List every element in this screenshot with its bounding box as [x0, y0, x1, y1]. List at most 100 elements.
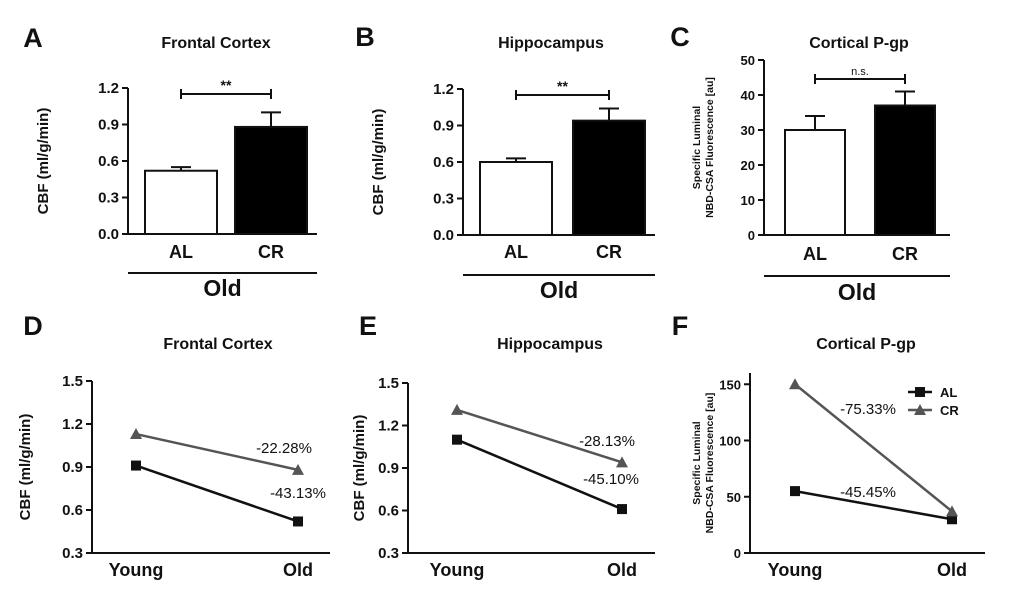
y-tick-label: 0.0	[433, 227, 454, 244]
change-annotation: -45.45%	[840, 484, 896, 501]
bar-al	[784, 129, 846, 236]
point-cr	[292, 463, 304, 475]
panel-label: A	[23, 23, 43, 53]
panel-label: C	[670, 22, 690, 52]
group-label: Old	[203, 275, 241, 301]
y-tick-label: 0	[748, 228, 755, 243]
y-tick-label: 1.2	[378, 418, 399, 435]
y-axis-label-line: NBD-CSA Fluorescence [au]	[704, 77, 716, 218]
y-tick-label: 20	[741, 158, 755, 173]
legend-marker-square	[915, 387, 925, 397]
x-tick-label: AL	[169, 242, 193, 262]
y-tick-label: 0.3	[98, 190, 119, 207]
point-al	[947, 514, 957, 525]
x-tick-label: Young	[109, 560, 164, 580]
panel-f: F Cortical P-gp 0 50 100 150 Specific Luminal N…	[672, 311, 985, 580]
change-annotation: -28.13%	[579, 433, 635, 450]
x-tick-label: AL	[803, 244, 827, 264]
point-al	[293, 516, 303, 527]
point-cr	[451, 403, 463, 415]
x-tick-label: Young	[768, 560, 823, 580]
bar-al	[479, 161, 553, 236]
series-line-al	[794, 489, 953, 521]
change-annotation: -43.13%	[270, 485, 326, 502]
y-tick-label: 0.9	[62, 459, 83, 476]
series-line-al	[456, 438, 623, 511]
legend-marker-triangle	[914, 404, 926, 415]
point-al	[131, 460, 141, 471]
y-tick-label: 0.6	[98, 153, 119, 170]
chart-title: Cortical P-gp	[816, 336, 916, 353]
series-line-al	[135, 464, 299, 523]
series-line-cr	[794, 383, 953, 513]
bar-cr	[874, 104, 936, 236]
x-tick-label: Old	[607, 560, 637, 580]
panel-a: A Frontal Cortex 0.0 0.3 0.6 0.9 1.2 CBF (ml/g/…	[23, 23, 317, 301]
group-label: Old	[540, 277, 578, 303]
point-al	[452, 434, 462, 445]
panel-c: C Cortical P-gp 0 10 20 30 40 50 Specific Lumina…	[670, 22, 950, 305]
point-al	[790, 486, 800, 497]
bar-cr	[234, 125, 308, 235]
significance-label: n.s.	[851, 66, 869, 78]
y-tick-label: 0.6	[433, 154, 454, 171]
y-tick-label: 0.3	[62, 545, 83, 562]
legend-label: CR	[940, 403, 959, 418]
y-tick-label: 50	[741, 53, 755, 68]
y-tick-label: 1.5	[378, 375, 399, 392]
x-tick-label: Young	[430, 560, 485, 580]
bar-cr	[572, 119, 646, 236]
point-cr	[946, 505, 958, 517]
point-cr	[130, 428, 142, 440]
x-tick-label: AL	[504, 242, 528, 262]
y-tick-label: 100	[719, 434, 741, 449]
y-tick-label: 0.9	[433, 118, 454, 135]
x-tick-label: Old	[937, 560, 967, 580]
panel-e: E Hippocampus 0.3 0.6 0.9 1.2 1.5 CBF (ml/g/min…	[351, 311, 655, 580]
y-tick-label: 0.6	[378, 503, 399, 520]
y-axis-label-line: NBD-CSA Fluorescence [au]	[704, 393, 716, 534]
y-axis-label-line: Specific Luminal	[691, 106, 703, 190]
y-tick-label: 1.2	[433, 81, 454, 98]
y-tick-label: 50	[727, 490, 741, 505]
y-tick-label: 0.9	[378, 460, 399, 477]
chart-title: Frontal Cortex	[161, 35, 270, 52]
x-tick-label: CR	[596, 242, 622, 262]
x-tick-label: CR	[258, 242, 284, 262]
point-cr	[789, 378, 801, 390]
significance-label: **	[221, 77, 232, 93]
point-al	[617, 504, 627, 515]
panel-d: D Frontal Cortex 0.3 0.6 0.9 1.2 1.5 CBF (ml/g/…	[17, 311, 330, 580]
y-axis-label-line: Specific Luminal	[691, 421, 703, 505]
y-axis-label: CBF (ml/g/min)	[370, 109, 387, 216]
x-tick-label: Old	[283, 560, 313, 580]
chart-title: Frontal Cortex	[163, 336, 272, 353]
point-cr	[616, 456, 628, 468]
legend-label: AL	[940, 385, 957, 400]
y-tick-label: 150	[719, 377, 741, 392]
y-tick-label: 1.2	[98, 80, 119, 97]
y-tick-label: 0.9	[98, 117, 119, 134]
y-tick-label: 0.3	[378, 545, 399, 562]
panel-label: E	[359, 311, 377, 341]
change-annotation: -22.28%	[256, 440, 312, 457]
y-tick-label: 10	[741, 193, 755, 208]
y-tick-label: 0	[734, 546, 741, 561]
y-tick-label: 40	[741, 88, 755, 103]
panel-label: B	[355, 22, 375, 52]
y-axis-label: CBF (ml/g/min)	[17, 414, 34, 521]
change-annotation: -45.10%	[583, 471, 639, 488]
group-label: Old	[838, 279, 876, 305]
bar-al	[144, 169, 218, 236]
y-axis-label: CBF (ml/g/min)	[35, 108, 52, 215]
x-tick-label: CR	[892, 244, 918, 264]
change-annotation: -75.33%	[840, 401, 896, 418]
chart-title: Hippocampus	[497, 336, 603, 353]
y-tick-label: 1.5	[62, 373, 83, 390]
y-tick-label: 0.0	[98, 226, 119, 243]
panel-label: D	[23, 311, 43, 341]
legend: AL CR	[908, 385, 959, 418]
y-tick-label: 1.2	[62, 416, 83, 433]
y-axis-label: CBF (ml/g/min)	[351, 415, 368, 522]
